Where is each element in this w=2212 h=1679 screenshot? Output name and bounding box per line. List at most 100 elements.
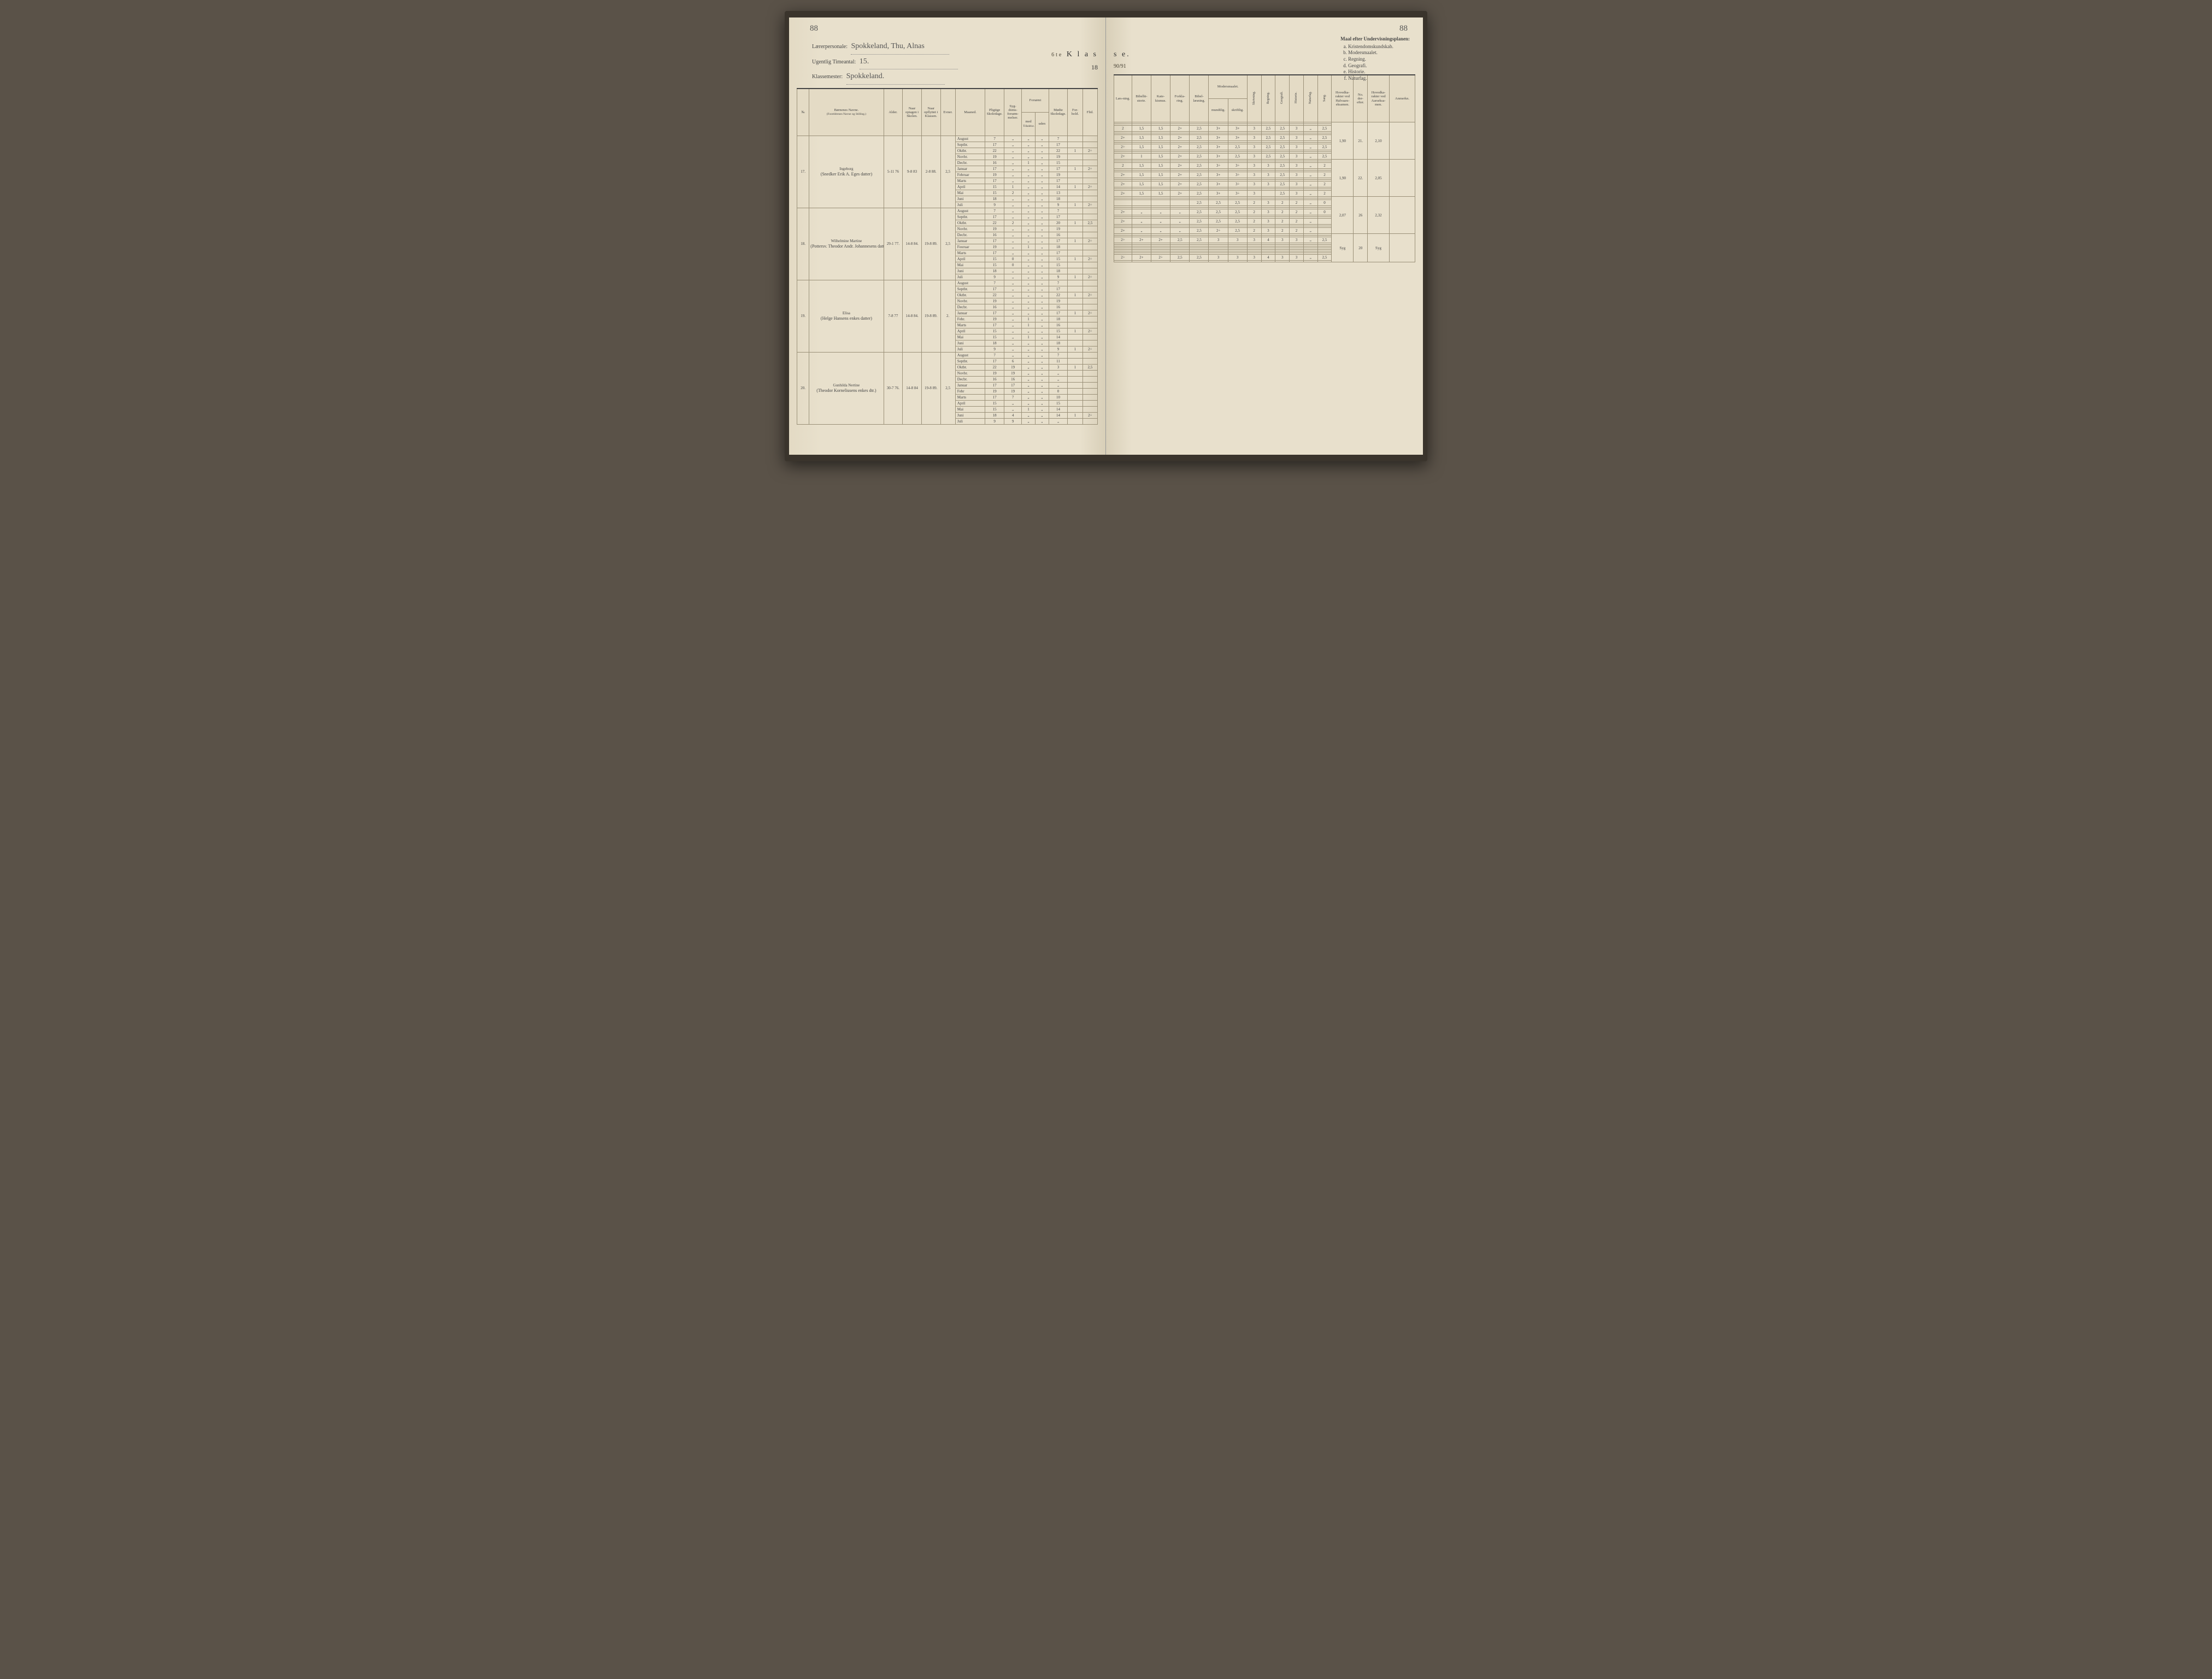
cell-syg: „ [1004,298,1021,304]
grade-cell: 2,5 [1190,163,1209,169]
cell-month: Decbr. [955,376,985,382]
cell-pligtige: 17 [985,238,1004,244]
cell-forhold: 1 [1068,256,1083,262]
grade-cell: 2,5 [1190,237,1209,243]
cell-month: Februar [955,172,985,178]
cell-syg: „ [1004,172,1021,178]
cell-aars: 2,32 [1368,197,1390,234]
grade-cell [1275,261,1290,262]
cell-pligtige: 9 [985,274,1004,280]
student-alder: 7-8 77 [884,280,903,352]
cell-month: Septbr. [955,358,985,364]
cell-forhold: 1 [1068,292,1083,298]
grade-cell: 3 [1247,255,1261,261]
col-naturfag: Naturfag. [1303,75,1317,122]
cell-forsomt-uden: „ [1035,412,1049,418]
grade-cell [1228,261,1247,262]
col-forsomt-med: med Tilladelse. [1022,112,1036,136]
cell-forsomt-med: „ [1022,388,1036,394]
cell-month: Novbr. [955,370,985,376]
cell-modte: „ [1049,370,1068,376]
cell-forhold [1068,286,1083,292]
grade-cell: 1,5 [1151,172,1170,178]
cell-forsomt-med: „ [1022,184,1036,190]
cell-flid: 2÷ [1083,202,1097,208]
grade-cell: 1,5 [1132,126,1151,132]
cell-forhold [1068,178,1083,184]
cell-anmerkn [1389,122,1415,160]
cell-flid: 2÷ [1083,184,1097,190]
klassemester-label: Klassemester: [812,74,843,80]
cell-forsomt-med: „ [1022,274,1036,280]
cell-month: Januar [955,166,985,172]
cell-syg: 0 [1004,262,1021,268]
grade-cell: 3+ [1209,135,1228,141]
col-no: № [797,89,809,136]
grade-cell: 2,5 [1317,135,1332,141]
maal-item: Historie. [1348,69,1410,75]
cell-forsomt-uden: „ [1035,214,1049,220]
cell-forsomt-med: „ [1022,262,1036,268]
cell-modte: 14 [1049,184,1068,190]
grade-cell: 3+ [1209,191,1228,197]
cell-month: Januar [955,238,985,244]
cell-pligtige: 7 [985,208,1004,214]
cell-syg: „ [1004,340,1021,346]
col-forhold: For-hold. [1068,89,1083,136]
cell-flid [1083,352,1097,358]
page-number-left: 88 [810,24,818,33]
cell-syg: „ [1004,160,1021,166]
cell-forsomt-uden: „ [1035,316,1049,322]
left-page: 88 Lærerpersonale: Spokkeland, Thu, Alna… [789,17,1106,455]
grade-cell: 3 [1209,255,1228,261]
cell-forsomt-uden: „ [1035,346,1049,352]
grade-cell: 2+ [1114,209,1132,215]
grade-cell [1190,261,1209,262]
cell-forsomt-med: „ [1022,376,1036,382]
cell-flid [1083,406,1097,412]
cell-forhold [1068,394,1083,400]
grade-cell: 3+ [1228,135,1247,141]
cell-month: Septbr. [955,142,985,148]
col-maaned: Maaned. [955,89,985,136]
cell-syg: „ [1004,232,1021,238]
col-anmerkn: Anmerkn. [1389,75,1415,122]
cell-syg: „ [1004,136,1021,142]
cell-syg: „ [1004,274,1021,280]
cell-syg: „ [1004,208,1021,214]
cell-flid [1083,136,1097,142]
cell-flid [1083,376,1097,382]
cell-month: Juni [955,196,985,202]
grade-cell: 2+ [1170,172,1190,178]
maal-item: Kristendomskundskab. [1348,44,1410,50]
col-evner: Evner. [940,89,955,136]
grade-cell: 2,5 [1275,181,1290,187]
grade-cell: 3÷ [1228,191,1247,197]
student-opflyttet: 2-8 88. [921,136,940,208]
cell-modte: 20 [1049,220,1068,226]
cell-syg: „ [1004,286,1021,292]
grade-cell [1151,261,1170,262]
grade-cell: 2,5 [1275,144,1290,150]
grade-cell: 3 [1247,154,1261,160]
cell-syg: „ [1004,292,1021,298]
grade-cell: 2+ [1132,255,1151,261]
cell-pligtige: 7 [985,352,1004,358]
cell-forhold [1068,268,1083,274]
cell-forsomt-uden: „ [1035,202,1049,208]
cell-flid [1083,178,1097,184]
cell-halv: 2,07 [1332,197,1354,234]
grade-cell: 4 [1261,237,1275,243]
cell-syg: „ [1004,280,1021,286]
grade-cell: 2,5 [1228,219,1247,225]
cell-modte: 0 [1049,388,1068,394]
student-evner: 2,5 [940,352,955,424]
cell-forsomt-med: „ [1022,226,1036,232]
grade-cell: 2+ [1170,181,1190,187]
student-no: 17. [797,136,809,208]
cell-syg: 4 [1004,412,1021,418]
grade-cell: 3 [1290,237,1304,243]
grade-cell: 3÷ [1209,163,1228,169]
cell-flid [1083,298,1097,304]
col-mundtlig: mundtlig. [1209,99,1228,122]
